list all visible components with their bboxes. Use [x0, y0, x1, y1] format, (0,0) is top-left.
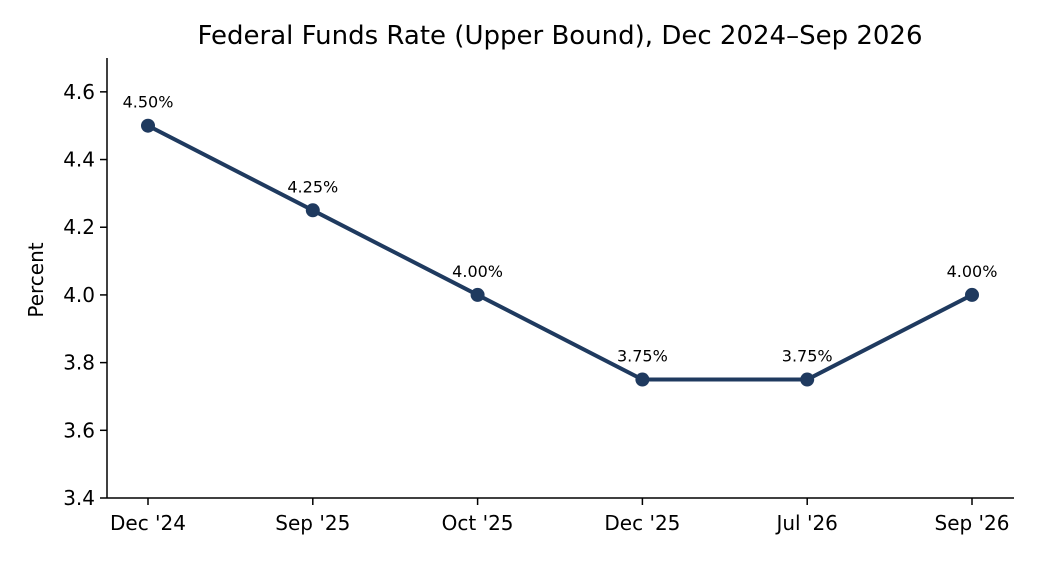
data-point	[965, 287, 979, 302]
y-tick-label: 4.0	[63, 283, 95, 307]
chart-title: Federal Funds Rate (Upper Bound), Dec 20…	[197, 21, 922, 51]
x-tick-label: Sep '26	[935, 511, 1010, 535]
data-point	[800, 372, 815, 387]
y-tick-label: 4.6	[63, 80, 95, 104]
data-point	[141, 118, 155, 133]
y-tick-label: 3.4	[63, 486, 95, 510]
data-point	[635, 372, 650, 387]
data-label: 4.00%	[452, 262, 503, 281]
data-label: 4.00%	[947, 262, 998, 281]
x-tick-label: Jul '26	[774, 511, 837, 535]
x-tick-label: Oct '25	[442, 511, 514, 535]
y-tick-label: 3.6	[63, 418, 95, 442]
series-line	[146, 123, 974, 382]
series-group: 4.50% 4.25% 4.00% 3.75% 3.75% 4.00%	[123, 93, 998, 387]
y-tick-label: 3.8	[63, 351, 95, 375]
data-point	[305, 203, 320, 218]
data-point	[470, 287, 485, 302]
y-axis-ticks: 3.4 3.6 3.8 4.0 4.2 4.4 4.6	[63, 80, 107, 510]
y-tick-label: 4.4	[63, 148, 95, 172]
y-tick-label: 4.2	[63, 215, 95, 239]
y-axis-label: Percent	[24, 242, 48, 317]
data-label: 3.75%	[782, 347, 833, 366]
data-label: 4.25%	[287, 177, 338, 196]
x-axis-ticks: Dec '24 Sep '25 Oct '25 Dec '25 Jul '26 Sep '…	[110, 498, 1010, 535]
data-label: 3.75%	[617, 347, 668, 366]
x-tick-label: Dec '24	[110, 511, 186, 535]
x-tick-label: Dec '25	[604, 511, 680, 535]
data-label: 4.50%	[123, 93, 174, 112]
x-tick-label: Sep '25	[275, 511, 350, 535]
